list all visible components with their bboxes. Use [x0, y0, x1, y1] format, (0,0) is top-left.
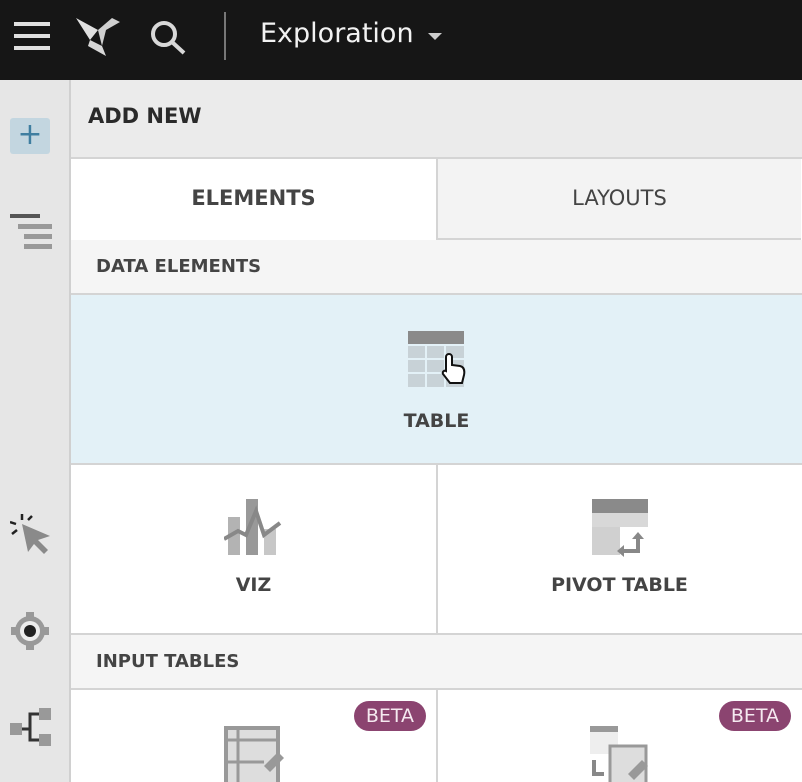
- divider: [224, 12, 226, 60]
- table-label: TABLE: [403, 410, 470, 432]
- lineage-icon[interactable]: [10, 708, 54, 748]
- chevron-down-icon[interactable]: [428, 33, 442, 40]
- pivot-table-label: PIVOT TABLE: [551, 574, 688, 596]
- workbook-title[interactable]: Exploration: [260, 18, 414, 49]
- beta-badge: BETA: [718, 701, 791, 731]
- add-new-panel: ADD NEW ELEMENTS LAYOUTS DATA ELEMENTS T…: [71, 80, 802, 782]
- input-table-button[interactable]: BETA: [71, 690, 436, 782]
- plus-icon[interactable]: +: [10, 118, 50, 154]
- top-bar: Exploration: [0, 0, 802, 80]
- panel-title: ADD NEW: [71, 80, 802, 159]
- linked-input-table-button[interactable]: BETA: [436, 690, 801, 782]
- section-input-tables: INPUT TABLES: [71, 635, 802, 690]
- beta-badge: BETA: [353, 701, 426, 731]
- viz-icon: [222, 499, 281, 555]
- viz-element-button[interactable]: VIZ: [71, 465, 436, 633]
- logo-icon[interactable]: [76, 16, 122, 58]
- table-icon: [407, 331, 465, 387]
- pivot-table-icon: [591, 499, 648, 557]
- search-icon[interactable]: [148, 18, 188, 58]
- tab-layouts[interactable]: LAYOUTS: [436, 159, 801, 240]
- input-table-icon: [223, 726, 284, 782]
- viz-label: VIZ: [235, 574, 272, 596]
- section-data-elements: DATA ELEMENTS: [71, 240, 802, 295]
- interactions-icon[interactable]: [10, 512, 54, 556]
- settings-icon[interactable]: [10, 611, 50, 651]
- table-element-button[interactable]: TABLE: [71, 295, 802, 465]
- menu-icon[interactable]: [14, 22, 50, 50]
- pivot-table-element-button[interactable]: PIVOT TABLE: [436, 465, 801, 633]
- left-sidebar: +: [0, 80, 71, 782]
- outline-icon[interactable]: [10, 214, 54, 250]
- linked-input-table-icon: [589, 726, 648, 782]
- tab-elements[interactable]: ELEMENTS: [71, 159, 436, 240]
